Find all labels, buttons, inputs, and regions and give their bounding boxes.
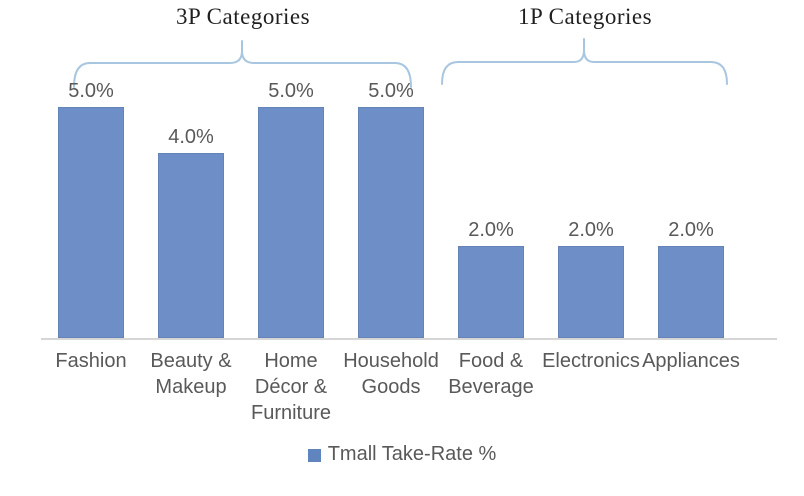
bar-appliances — [658, 246, 724, 338]
category-label-household-goods: Household Goods — [343, 350, 439, 398]
legend-marker-icon — [307, 449, 321, 462]
bar-column-fashion: 5.0% — [41, 0, 141, 338]
category-label-food-beverage: Food & Beverage — [448, 350, 534, 398]
data-label: 5.0% — [68, 80, 114, 102]
bar-household-goods — [358, 107, 424, 338]
group-title-3p: 3P Categories — [175, 4, 311, 29]
legend-label: Tmall Take-Rate % — [327, 443, 497, 465]
data-label: 2.0% — [468, 219, 514, 241]
bar-food-beverage — [458, 246, 524, 338]
group-title-1p: 1P Categories — [517, 4, 653, 29]
category-label-appliances: Appliances — [642, 350, 740, 372]
chart-legend: Tmall Take-Rate % — [0, 443, 804, 466]
bar-column-food-beverage: 2.0% — [441, 0, 541, 338]
bar-column-beauty-makeup: 4.0% — [141, 0, 241, 338]
x-axis-line — [41, 338, 777, 340]
bar-column-appliances: 2.0% — [641, 0, 741, 338]
bar-fashion — [58, 107, 124, 338]
data-label: 5.0% — [368, 80, 414, 102]
category-label-home-decor-furniture: Home Décor & Furniture — [250, 350, 332, 424]
bar-beauty-makeup — [158, 153, 224, 338]
plot-area: 5.0% 4.0% 5.0% 5.0% 2.0% 2.0% 2.0% — [41, 0, 741, 338]
category-label-electronics: Electronics — [542, 350, 640, 372]
data-label: 5.0% — [268, 80, 314, 102]
category-label-fashion: Fashion — [55, 350, 127, 372]
data-label: 4.0% — [168, 126, 214, 148]
bar-column-electronics: 2.0% — [541, 0, 641, 338]
bar-column-household-goods: 5.0% — [341, 0, 441, 338]
bar-home-decor-furniture — [258, 107, 324, 338]
category-label-beauty-makeup: Beauty & Makeup — [150, 350, 232, 398]
bar-column-home-decor-furniture: 5.0% — [241, 0, 341, 338]
category-axis-labels: Fashion Beauty & Makeup Home Décor & Fur… — [41, 348, 741, 426]
data-label: 2.0% — [668, 219, 714, 241]
bar-electronics — [558, 246, 624, 338]
data-label: 2.0% — [568, 219, 614, 241]
